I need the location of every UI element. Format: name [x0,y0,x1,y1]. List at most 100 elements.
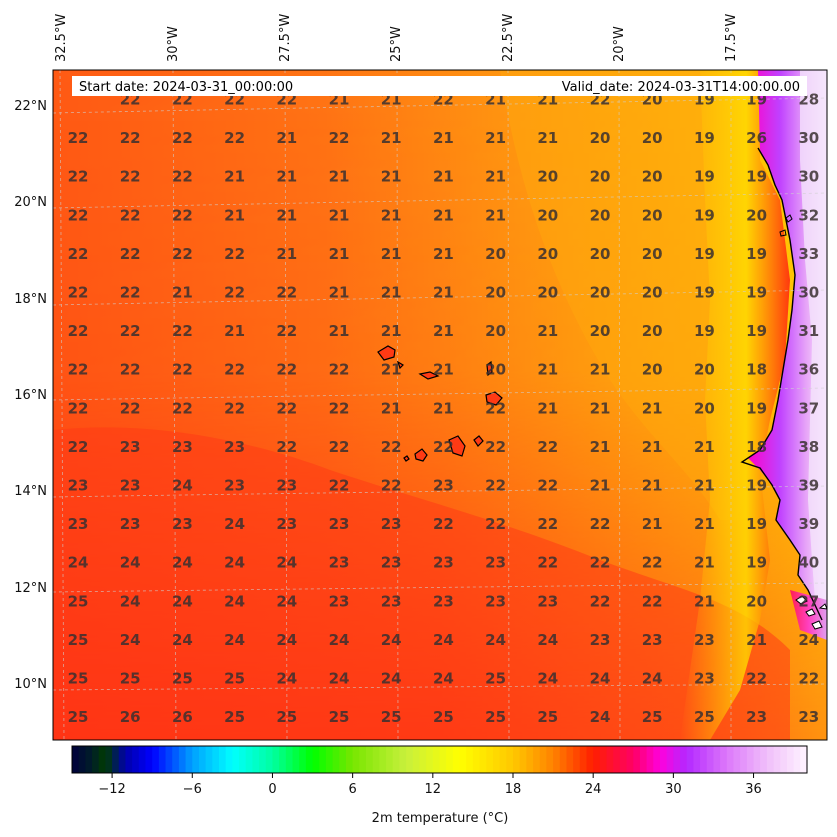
colorbar-swatch [499,746,507,773]
latitude-label: 20°N [14,195,47,210]
temperature-value: 21 [746,631,767,649]
colorbar-tick-label: −6 [183,782,202,797]
temperature-value: 24 [120,592,141,610]
temperature-value: 25 [276,708,297,726]
temperature-value: 25 [120,670,141,688]
colorbar-swatch [800,746,808,773]
colorbar-swatch [613,746,621,773]
temperature-value: 23 [381,592,402,610]
colorbar-swatch [366,746,374,773]
temperature-value: 24 [120,554,141,572]
temperature-value: 22 [381,438,402,456]
temperature-value: 23 [329,515,350,533]
temperature-value: 23 [381,515,402,533]
colorbar-swatch [626,746,634,773]
temperature-value: 21 [276,168,297,186]
temperature-value: 25 [485,708,506,726]
colorbar-swatch [112,746,120,773]
colorbar-swatch [646,746,654,773]
colorbar-swatch [259,746,267,773]
colorbar-swatch [606,746,614,773]
temperature-value: 39 [798,477,819,495]
africa-land-inner [800,70,827,625]
temperature-value: 20 [642,206,663,224]
temperature-value: 21 [642,515,663,533]
temperature-value: 26 [746,129,767,147]
colorbar: −12 −6 0 6 12 18 24 30 36 2m temperature (°C) [71,745,808,826]
longitude-label: 25°W [389,26,404,62]
colorbar-swatch [553,746,561,773]
temperature-value: 23 [224,438,245,456]
temperature-value: 27 [798,592,819,610]
colorbar-frame [71,745,808,774]
colorbar-swatch [412,746,421,773]
temperature-value: 20 [485,245,506,263]
temperature-value: 26 [172,708,193,726]
temperature-value: 22 [224,245,245,263]
temperature-value: 23 [172,438,193,456]
colorbar-swatch [446,746,454,773]
temperature-value: 23 [433,554,454,572]
temperature-value: 23 [537,592,558,610]
cape-verde-islands [377,345,503,462]
valid-date-label: Valid_date: 2024-03-31T14:00:00.00 [562,80,800,95]
temperature-value: 23 [798,708,819,726]
temperature-value: 20 [694,399,715,417]
temperature-value: 21 [590,399,611,417]
colorbar-swatch [720,746,728,773]
temperature-value: 19 [746,245,767,263]
temperature-value: 21 [329,168,350,186]
date-header-box [72,76,807,96]
temperature-value: 23 [485,592,506,610]
temperature-value: 24 [224,515,245,533]
colorbar-swatch [332,746,340,773]
temperature-value: 23 [329,554,350,572]
colorbar-swatch [693,746,701,773]
colorbar-swatch [726,746,735,773]
colorbar-swatch [426,746,434,773]
temperature-value: 23 [68,515,89,533]
temperature-value: 24 [485,631,506,649]
latitude-label: 14°N [14,484,47,499]
temperature-value: 21 [224,206,245,224]
temperature-value: 22 [172,129,193,147]
temperature-value: 20 [642,322,663,340]
colorbar-swatch [619,746,628,773]
colorbar-swatch [98,746,107,773]
colorbar-swatch [419,746,427,773]
temperature-value: 21 [694,592,715,610]
colorbar-swatch [633,746,641,773]
temperature-value: 22 [485,515,506,533]
colorbar-swatch [145,746,153,773]
colorbar-swatch [72,746,80,773]
colorbar-swatch [666,746,674,773]
temperature-value: 25 [224,708,245,726]
temperature-value: 24 [68,554,89,572]
temperature-value: 19 [746,284,767,302]
temperature-value: 22 [68,245,89,263]
temperature-value: 23 [694,670,715,688]
temperature-value: 21 [329,245,350,263]
colorbar-swatch [312,746,320,773]
temperature-value: 22 [120,399,141,417]
temperature-value: 23 [590,631,611,649]
temperature-value: 20 [642,245,663,263]
temperature-value: 23 [642,631,663,649]
latitude-label: 10°N [14,677,47,692]
temperature-value: 24 [329,670,350,688]
temperature-value: 21 [642,438,663,456]
temperature-value: 22 [276,399,297,417]
temperature-value: 22 [120,284,141,302]
latitude-label: 22°N [14,99,47,114]
temperature-value: 21 [433,284,454,302]
temperature-value: 24 [590,670,611,688]
temperature-value: 18 [746,438,767,456]
temperature-value: 20 [590,322,611,340]
colorbar-swatch [138,746,147,773]
temperature-value: 21 [537,361,558,379]
temperature-value: 22 [120,245,141,263]
temperature-value: 24 [433,670,454,688]
temperature-value: 25 [485,670,506,688]
temperature-value: 19 [746,515,767,533]
